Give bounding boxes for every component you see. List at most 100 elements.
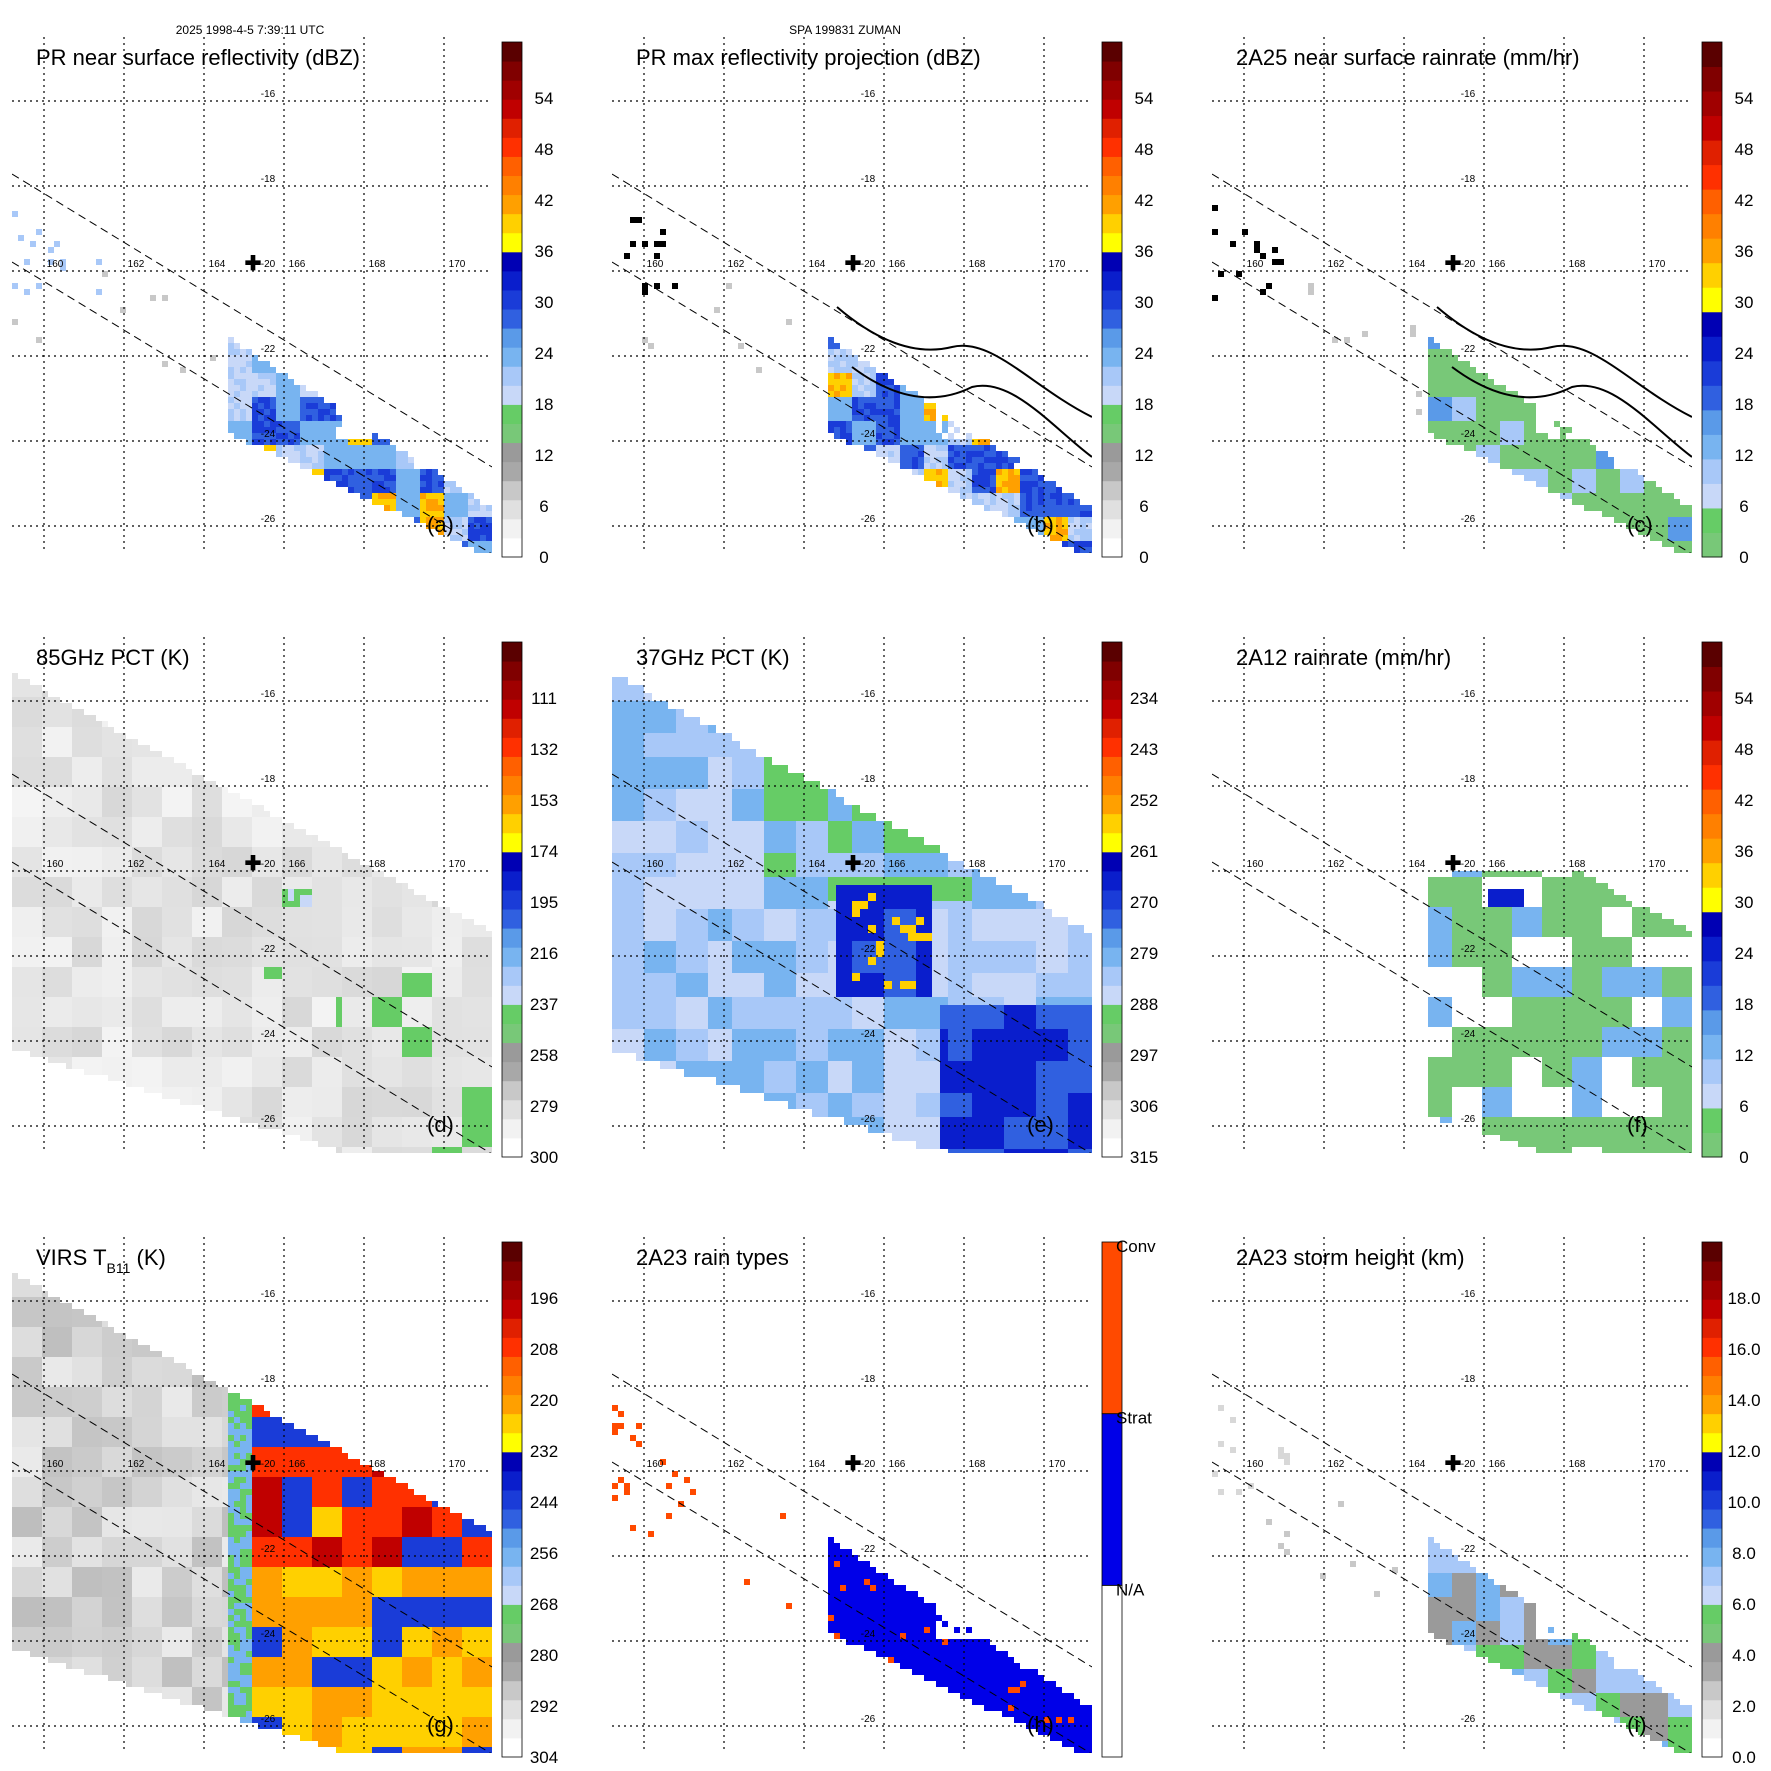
lon-label: 160 bbox=[1247, 859, 1264, 870]
swath-edge-north bbox=[12, 173, 492, 468]
panel-h: 160 162 164 166 168 170 -16 -18 -20 -22 -24 -26 ✚ 2A2… bbox=[612, 1237, 1156, 1758]
colorbar-label: 0 bbox=[1739, 1148, 1748, 1167]
lon-label: 170 bbox=[449, 1459, 466, 1470]
lon-label: 162 bbox=[728, 1459, 745, 1470]
colorbar: 0 6 12 18 24 30 36 42 48 54 bbox=[501, 41, 554, 567]
colorbar-label: 8.0 bbox=[1732, 1544, 1756, 1563]
colorbar-label: 304 bbox=[530, 1748, 558, 1767]
panel-g: 160 162 164 166 168 170 -16 -18 -20 -22 -24 -26 ✚ VIR… bbox=[12, 1237, 558, 1767]
colorbar-label: 48 bbox=[1135, 140, 1154, 159]
colorbar-label: 297 bbox=[1130, 1046, 1158, 1065]
panel-letter: (f) bbox=[1627, 1112, 1648, 1137]
panel-letter: (h) bbox=[1027, 1712, 1054, 1737]
lon-label: 170 bbox=[449, 859, 466, 870]
swath-edge-south bbox=[612, 261, 1092, 553]
colorbar-label: 279 bbox=[1130, 944, 1158, 963]
lon-label: 170 bbox=[1049, 1459, 1066, 1470]
colorbar-label: 268 bbox=[530, 1595, 558, 1614]
lon-label: 166 bbox=[1489, 859, 1506, 870]
colorbar-label: 12 bbox=[535, 446, 554, 465]
lon-label: 164 bbox=[1409, 1459, 1426, 1470]
panel-letter: (g) bbox=[427, 1712, 454, 1737]
colorbar-label: 54 bbox=[1735, 689, 1754, 708]
panel-grid: 160 162 164 166 168 170 -16 -18 -20 -22 -24 -26 ✚ PR … bbox=[12, 37, 1761, 1767]
storm-center-icon: ✚ bbox=[1445, 253, 1462, 275]
lat-label: -16 bbox=[1461, 89, 1476, 100]
lat-label: -18 bbox=[261, 1374, 276, 1385]
swath-cells bbox=[12, 1273, 492, 1753]
lat-lon-grid bbox=[12, 637, 492, 1153]
lat-label: -16 bbox=[261, 1289, 276, 1300]
colorbar-label: 232 bbox=[530, 1442, 558, 1461]
colorbar-label: 234 bbox=[1130, 689, 1158, 708]
lon-label: 168 bbox=[1569, 1459, 1586, 1470]
colorbar-label: 42 bbox=[1135, 191, 1154, 210]
colorbar: 0 6 12 18 24 30 36 42 48 54 bbox=[1101, 41, 1154, 567]
colorbar-label: 0 bbox=[1139, 548, 1148, 567]
colorbar-label: 0.0 bbox=[1732, 1748, 1756, 1767]
data-field bbox=[612, 1373, 1092, 1753]
lat-label: -24 bbox=[1461, 429, 1476, 440]
lat-lon-grid bbox=[12, 37, 492, 553]
lon-label: 160 bbox=[47, 259, 64, 270]
colorbar-label: 18 bbox=[535, 395, 554, 414]
lat-label: -16 bbox=[861, 1289, 876, 1300]
lat-label: -24 bbox=[861, 429, 876, 440]
panel-f: 160 162 164 166 168 170 -16 -18 -20 -22 -24 -26 ✚ 2A1… bbox=[1212, 637, 1753, 1167]
colorbar-label: 300 bbox=[530, 1148, 558, 1167]
lon-label: 160 bbox=[647, 859, 664, 870]
colorbar-label: 18 bbox=[1735, 995, 1754, 1014]
panel-title: PR max reflectivity projection (dBZ) bbox=[636, 45, 981, 70]
swath-edge-south bbox=[1212, 261, 1692, 553]
colorbar-label: 315 bbox=[1130, 1148, 1158, 1167]
lon-label: 162 bbox=[128, 859, 145, 870]
colorbar-label: 196 bbox=[530, 1289, 558, 1308]
lon-label: 162 bbox=[128, 1459, 145, 1470]
lat-label: -24 bbox=[861, 1629, 876, 1640]
colorbar-label: 54 bbox=[535, 89, 554, 108]
lat-label: -18 bbox=[861, 174, 876, 185]
colorbar: 315 306 297 288 279 270 261 252 243 234 bbox=[1101, 641, 1158, 1167]
colorbar-label: 24 bbox=[1735, 944, 1754, 963]
colorbar-label: 6 bbox=[1739, 497, 1748, 516]
panel-letter: (d) bbox=[427, 1112, 454, 1137]
panel-title: VIRS TB11 (K) bbox=[36, 1245, 166, 1276]
lon-label: 164 bbox=[209, 859, 226, 870]
colorbar-label: 288 bbox=[1130, 995, 1158, 1014]
lon-label: 168 bbox=[1569, 259, 1586, 270]
storm-center-icon: ✚ bbox=[245, 253, 262, 275]
colorbar-label: 30 bbox=[1735, 293, 1754, 312]
lon-label: 162 bbox=[728, 259, 745, 270]
lon-label: 162 bbox=[128, 259, 145, 270]
lat-label: -22 bbox=[861, 344, 876, 355]
data-field bbox=[1212, 773, 1692, 1153]
colorbar-label: 12 bbox=[1735, 1046, 1754, 1065]
colorbar: N/A Strat Conv bbox=[1101, 1237, 1156, 1758]
lon-label: 160 bbox=[47, 859, 64, 870]
lat-lon-grid bbox=[1212, 1237, 1692, 1753]
colorbar-label: 132 bbox=[530, 740, 558, 759]
swath-edge-south bbox=[1212, 861, 1692, 1153]
lat-label: -26 bbox=[261, 1714, 276, 1725]
colorbar-label: 12.0 bbox=[1727, 1442, 1760, 1461]
swath-edge-south bbox=[612, 861, 1092, 1153]
lon-label: 164 bbox=[209, 1459, 226, 1470]
lat-label: -22 bbox=[861, 944, 876, 955]
storm-center-icon: ✚ bbox=[1445, 1453, 1462, 1475]
swath-edge-south bbox=[12, 261, 492, 553]
panel-letter: (c) bbox=[1627, 512, 1653, 537]
lat-label: -20 bbox=[861, 859, 876, 870]
lat-label: -22 bbox=[1461, 344, 1476, 355]
lat-label: -26 bbox=[1461, 1714, 1476, 1725]
lat-label: -20 bbox=[1461, 1459, 1476, 1470]
colorbar-label: 292 bbox=[530, 1697, 558, 1716]
panel-title: PR near surface reflectivity (dBZ) bbox=[36, 45, 360, 70]
lon-label: 160 bbox=[1247, 259, 1264, 270]
lat-label: -22 bbox=[1461, 1544, 1476, 1555]
colorbar-label: 252 bbox=[1130, 791, 1158, 810]
colorbar-label: 153 bbox=[530, 791, 558, 810]
colorbar-label: 2.0 bbox=[1732, 1697, 1756, 1716]
lon-label: 160 bbox=[47, 1459, 64, 1470]
storm-center-icon: ✚ bbox=[845, 253, 862, 275]
colorbar-label: 174 bbox=[530, 842, 558, 861]
